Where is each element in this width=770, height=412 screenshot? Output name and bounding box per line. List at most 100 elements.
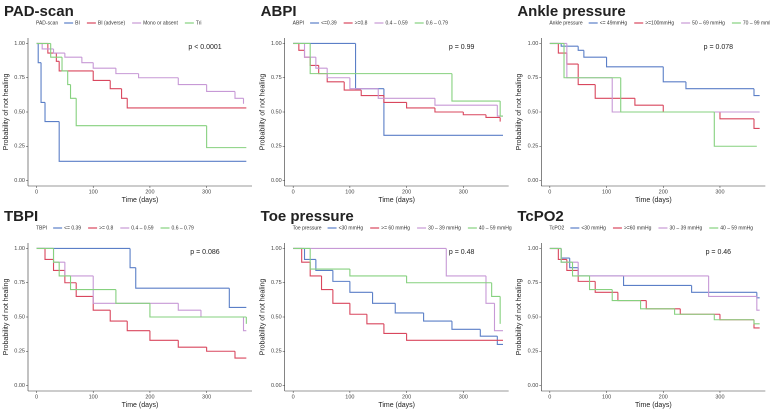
x-tick-label: 100: [345, 189, 354, 195]
legend-label: >=60 mmHg: [624, 225, 652, 231]
survival-step: [434, 107, 464, 113]
y-axis-title: Probability of not healing: [260, 279, 267, 356]
survival-step: [406, 333, 503, 341]
panel-title: TBPI: [4, 208, 38, 225]
survival-step: [332, 270, 350, 282]
legend-label: 0.6 – 0.79: [426, 20, 448, 26]
survival-step: [64, 53, 82, 58]
survival-step: [177, 340, 207, 348]
survival-step: [708, 275, 757, 297]
x-axis-title: Time (days): [635, 197, 672, 204]
survival-step: [713, 112, 757, 147]
survival-step: [55, 53, 60, 62]
survival-step: [499, 101, 503, 117]
survival-step: [41, 43, 54, 50]
survival-step: [58, 262, 71, 277]
x-tick-label: 100: [602, 189, 611, 195]
legend-label: 0.4 – 0.59: [131, 225, 153, 231]
survival-step: [406, 102, 435, 109]
survival-step: [566, 43, 613, 79]
survival-step: [674, 308, 715, 315]
legend-label: >= 0.8: [99, 225, 113, 231]
x-tick-label: 300: [202, 189, 211, 195]
survival-step: [309, 43, 452, 75]
survival-step: [617, 292, 647, 302]
y-tick-label: 0.25: [271, 349, 282, 355]
survival-step: [115, 289, 150, 304]
x-tick-label: 0: [292, 189, 295, 195]
survival-step: [479, 329, 498, 337]
survival-step: [462, 112, 486, 116]
survival-step: [577, 267, 624, 277]
survival-step: [620, 77, 715, 113]
legend-title: Ankle pressure: [549, 20, 583, 26]
legend-label: 40 – 59 mmHg: [720, 225, 753, 231]
survival-step: [303, 50, 311, 58]
survival-step: [298, 43, 305, 51]
survival-step: [594, 281, 618, 293]
x-tick-label: 0: [35, 189, 38, 195]
survival-step: [75, 282, 94, 297]
x-tick-label: 100: [602, 394, 611, 400]
y-tick-label: 0.75: [271, 75, 282, 81]
x-tick-label: 200: [402, 394, 411, 400]
legend-title: TBPI: [36, 225, 47, 231]
x-tick-label: 0: [548, 394, 551, 400]
survival-step: [58, 61, 94, 72]
survival-step: [557, 43, 567, 54]
legend-label: <30 mmHg: [339, 225, 364, 231]
x-tick-label: 300: [715, 189, 724, 195]
y-tick-label: 0.50: [271, 109, 282, 115]
survival-step: [242, 317, 247, 332]
y-tick-label: 0.25: [14, 144, 25, 150]
survival-step: [753, 118, 760, 129]
survival-step: [50, 43, 63, 58]
x-tick-label: 300: [459, 189, 468, 195]
survival-step: [69, 84, 77, 99]
survival-step: [52, 248, 65, 263]
survival-step: [115, 68, 139, 75]
x-axis-title: Time (days): [378, 402, 415, 409]
survival-step: [206, 84, 235, 92]
survival-step: [349, 281, 373, 293]
survival-step: [634, 98, 664, 106]
y-tick-label: 0.25: [271, 144, 282, 150]
survival-step: [557, 248, 567, 260]
panel-title: Toe pressure: [261, 208, 354, 225]
survival-step: [679, 308, 720, 315]
survival-step: [126, 98, 247, 109]
legend-label: >=100mmHg: [645, 20, 674, 26]
survival-step: [206, 347, 235, 352]
x-tick-label: 200: [402, 189, 411, 195]
survival-step: [566, 259, 579, 271]
survival-step: [64, 262, 94, 277]
survival-step: [434, 98, 498, 106]
survival-step: [377, 88, 435, 99]
survival-step: [485, 275, 495, 304]
p-value: p < 0.0001: [188, 44, 221, 51]
survival-step: [577, 262, 709, 277]
survival-step: [662, 66, 686, 83]
y-axis-title: Probability of not healing: [516, 279, 523, 356]
survival-step: [753, 88, 760, 97]
legend-label: <30 mmHg: [581, 225, 606, 231]
survival-step: [594, 84, 635, 99]
survival-step: [315, 259, 333, 271]
y-axis-title: Probability of not healing: [260, 74, 267, 151]
survival-step: [47, 43, 57, 54]
x-tick-label: 300: [715, 394, 724, 400]
y-tick-label: 0.50: [14, 314, 25, 320]
survival-step: [383, 88, 503, 136]
survival-step: [303, 43, 316, 58]
p-value: p = 0.48: [449, 249, 475, 256]
survival-step: [713, 314, 754, 321]
survival-step: [423, 312, 452, 322]
legend-label: BI (adverse): [98, 20, 126, 26]
legend-title: ABPI: [293, 20, 304, 26]
survival-step: [451, 73, 501, 102]
legend-label: 70 – 99 mmHg: [743, 20, 770, 26]
y-tick-label: 0.25: [14, 349, 25, 355]
